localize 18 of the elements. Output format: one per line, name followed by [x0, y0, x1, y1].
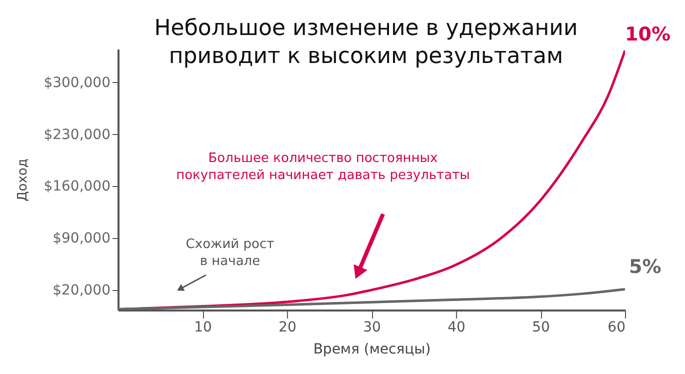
series-label: 10% — [625, 23, 670, 46]
x-axis-title: Время (месяцы) — [313, 342, 431, 358]
chart-title: Небольшое изменение в удержании приводит к высоким результатам — [154, 16, 578, 69]
x-tick-label: 10 — [194, 320, 212, 336]
x-tick-label: 60 — [608, 320, 626, 336]
y-tick-label: $230,000 — [44, 126, 110, 143]
y-axis-title: Доход — [16, 158, 31, 202]
x-tick-label: 40 — [448, 320, 466, 336]
y-tick-label: $160,000 — [44, 178, 110, 195]
x-tick-label: 50 — [532, 320, 550, 336]
y-tick-label: $300,000 — [44, 74, 110, 91]
x-tick-label: 20 — [278, 320, 296, 336]
y-tick-label: $90,000 — [52, 230, 110, 247]
annotation: Схожий рост в начале — [186, 237, 275, 269]
x-tick-label: 30 — [363, 320, 381, 336]
y-tick-label: $20,000 — [52, 282, 110, 298]
annotation: Большее количество постоянных покупателей начинает давать результаты — [176, 151, 470, 183]
series-label: 5% — [629, 256, 662, 278]
